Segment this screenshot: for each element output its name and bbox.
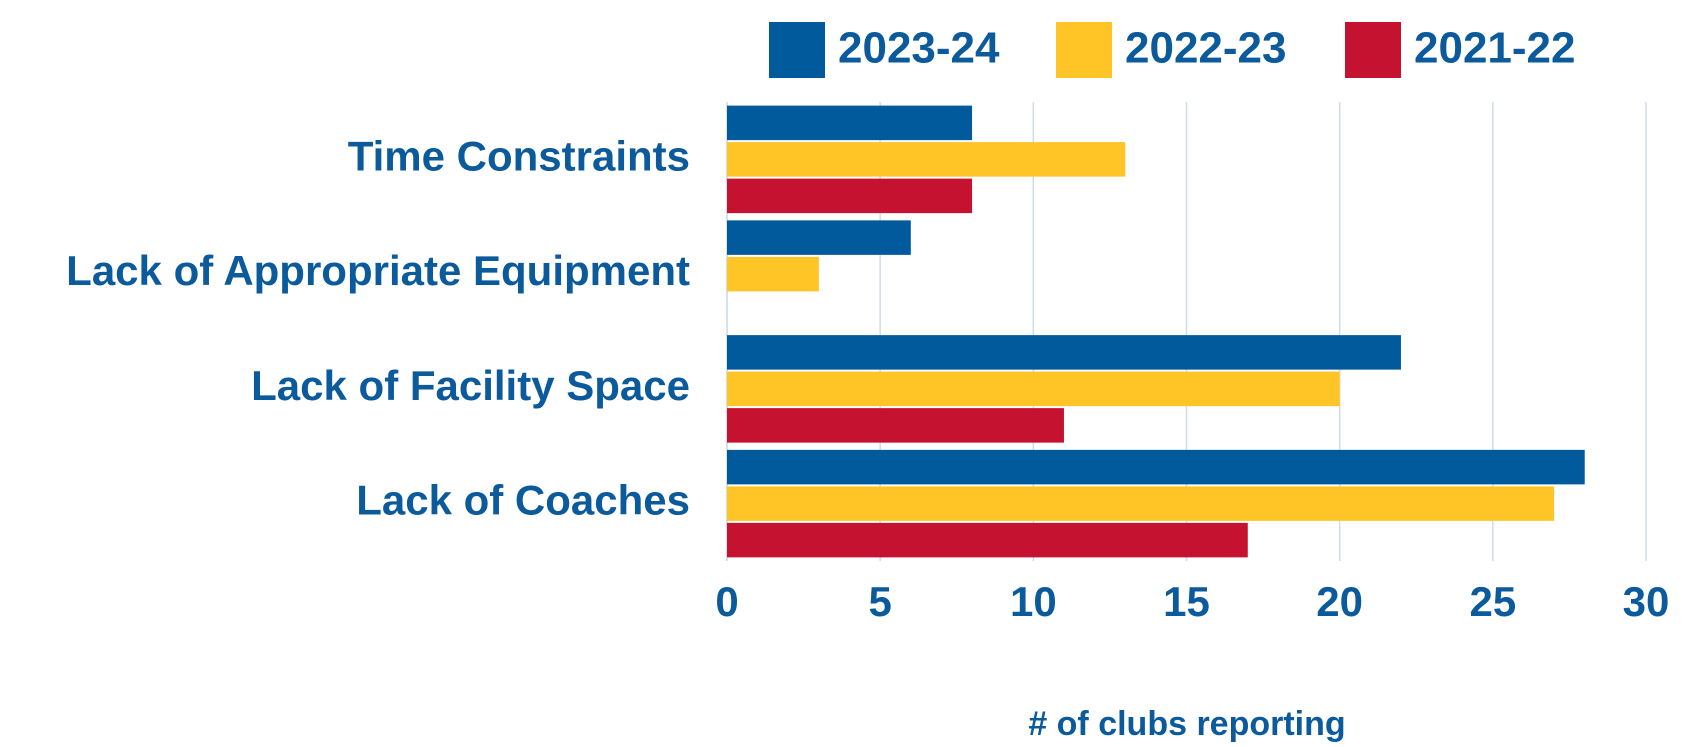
legend-swatch — [769, 22, 825, 78]
bar — [727, 178, 973, 214]
y-tick-label: Lack of Appropriate Equipment — [66, 247, 690, 294]
x-axis-label: # of clubs reporting — [1028, 705, 1345, 743]
legend-label: 2023-24 — [838, 24, 1000, 73]
x-tick-label: 20 — [1316, 578, 1363, 625]
bar — [727, 408, 1064, 443]
legend-label: 2021-22 — [1414, 24, 1575, 73]
bar — [727, 371, 1340, 407]
bar — [727, 522, 1248, 558]
x-tick-label: 30 — [1623, 578, 1670, 625]
bar — [727, 486, 1555, 521]
x-tick-label: 0 — [715, 578, 738, 625]
bar — [727, 142, 1126, 177]
y-tick-label: Time Constraints — [348, 132, 690, 179]
bar — [727, 335, 1401, 370]
legend-label: 2022-23 — [1125, 24, 1286, 73]
y-tick-label: Lack of Facility Space — [251, 362, 690, 409]
y-tick-label: Lack of Coaches — [356, 477, 690, 524]
x-tick-label: 15 — [1163, 578, 1210, 625]
bar — [727, 256, 819, 292]
legend-swatch — [1056, 22, 1112, 78]
bar — [727, 449, 1585, 485]
bar — [727, 220, 911, 255]
bar — [727, 105, 973, 141]
x-tick-label: 5 — [868, 578, 891, 625]
x-tick-label: 25 — [1469, 578, 1516, 625]
x-tick-label: 10 — [1010, 578, 1057, 625]
legend-swatch — [1345, 22, 1401, 78]
